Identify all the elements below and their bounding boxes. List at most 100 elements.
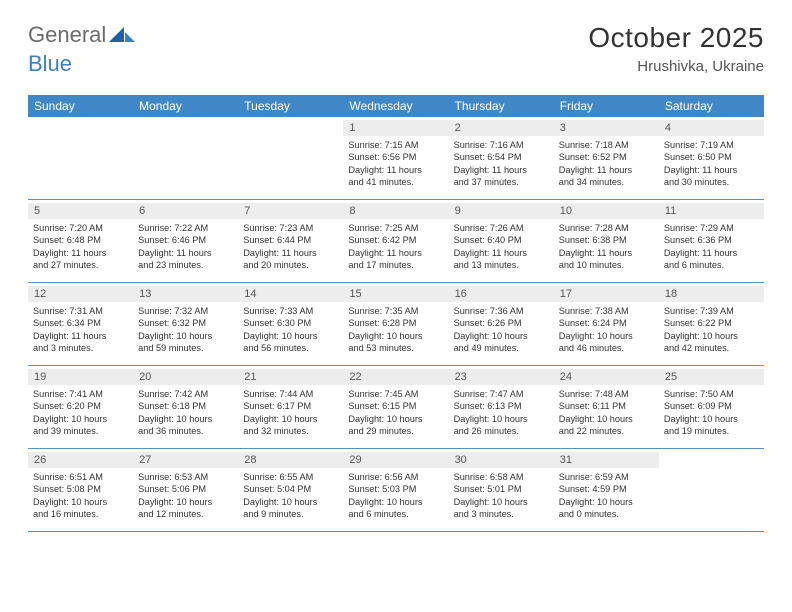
day-cell: 4Sunrise: 7:19 AMSunset: 6:50 PMDaylight… xyxy=(659,117,764,199)
day-number: 8 xyxy=(343,203,448,219)
daylight-line-2: and 10 minutes. xyxy=(559,259,654,271)
day-details: Sunrise: 7:41 AMSunset: 6:20 PMDaylight:… xyxy=(33,388,128,438)
daylight-line-2: and 17 minutes. xyxy=(348,259,443,271)
sunset-text: Sunset: 4:59 PM xyxy=(559,483,654,495)
day-details: Sunrise: 6:51 AMSunset: 5:08 PMDaylight:… xyxy=(33,471,128,521)
weekday-header: Saturday xyxy=(659,95,764,117)
day-cell: 30Sunrise: 6:58 AMSunset: 5:01 PMDayligh… xyxy=(449,449,554,531)
sunset-text: Sunset: 6:52 PM xyxy=(559,151,654,163)
daylight-line-2: and 13 minutes. xyxy=(454,259,549,271)
daylight-line-2: and 34 minutes. xyxy=(559,176,654,188)
sunrise-text: Sunrise: 6:56 AM xyxy=(348,471,443,483)
day-details: Sunrise: 6:53 AMSunset: 5:06 PMDaylight:… xyxy=(138,471,233,521)
sunset-text: Sunset: 6:17 PM xyxy=(243,400,338,412)
day-details: Sunrise: 7:22 AMSunset: 6:46 PMDaylight:… xyxy=(138,222,233,272)
daylight-line-2: and 27 minutes. xyxy=(33,259,128,271)
daylight-line-1: Daylight: 10 hours xyxy=(454,413,549,425)
daylight-line-1: Daylight: 10 hours xyxy=(559,413,654,425)
day-details: Sunrise: 7:50 AMSunset: 6:09 PMDaylight:… xyxy=(664,388,759,438)
day-details: Sunrise: 7:25 AMSunset: 6:42 PMDaylight:… xyxy=(348,222,443,272)
weekday-header: Sunday xyxy=(28,95,133,117)
day-cell: 15Sunrise: 7:35 AMSunset: 6:28 PMDayligh… xyxy=(343,283,448,365)
weekday-header: Monday xyxy=(133,95,238,117)
sunrise-text: Sunrise: 7:31 AM xyxy=(33,305,128,317)
day-number: 4 xyxy=(659,120,764,136)
sunrise-text: Sunrise: 7:36 AM xyxy=(454,305,549,317)
day-details: Sunrise: 7:33 AMSunset: 6:30 PMDaylight:… xyxy=(243,305,338,355)
sunset-text: Sunset: 5:08 PM xyxy=(33,483,128,495)
week-row: 1Sunrise: 7:15 AMSunset: 6:56 PMDaylight… xyxy=(28,117,764,200)
daylight-line-2: and 19 minutes. xyxy=(664,425,759,437)
daylight-line-1: Daylight: 11 hours xyxy=(348,164,443,176)
sunrise-text: Sunrise: 7:28 AM xyxy=(559,222,654,234)
daylight-line-1: Daylight: 10 hours xyxy=(243,496,338,508)
sunset-text: Sunset: 6:30 PM xyxy=(243,317,338,329)
sunset-text: Sunset: 5:03 PM xyxy=(348,483,443,495)
sunset-text: Sunset: 6:44 PM xyxy=(243,234,338,246)
day-cell: 12Sunrise: 7:31 AMSunset: 6:34 PMDayligh… xyxy=(28,283,133,365)
sunrise-text: Sunrise: 7:35 AM xyxy=(348,305,443,317)
sunrise-text: Sunrise: 6:59 AM xyxy=(559,471,654,483)
sunrise-text: Sunrise: 7:32 AM xyxy=(138,305,233,317)
day-number: 18 xyxy=(659,286,764,302)
sail-icon xyxy=(109,26,135,44)
month-title: October 2025 xyxy=(588,22,764,54)
day-number: 20 xyxy=(133,369,238,385)
daylight-line-1: Daylight: 10 hours xyxy=(243,330,338,342)
day-number: 13 xyxy=(133,286,238,302)
weekday-header: Thursday xyxy=(449,95,554,117)
day-cell: 11Sunrise: 7:29 AMSunset: 6:36 PMDayligh… xyxy=(659,200,764,282)
calendar-grid: SundayMondayTuesdayWednesdayThursdayFrid… xyxy=(28,95,764,532)
daylight-line-1: Daylight: 11 hours xyxy=(33,330,128,342)
sunrise-text: Sunrise: 7:50 AM xyxy=(664,388,759,400)
sunset-text: Sunset: 5:06 PM xyxy=(138,483,233,495)
day-details: Sunrise: 7:26 AMSunset: 6:40 PMDaylight:… xyxy=(454,222,549,272)
day-number: 31 xyxy=(554,452,659,468)
daylight-line-1: Daylight: 10 hours xyxy=(33,413,128,425)
day-number: 19 xyxy=(28,369,133,385)
day-number: 28 xyxy=(238,452,343,468)
sunset-text: Sunset: 6:26 PM xyxy=(454,317,549,329)
sunset-text: Sunset: 6:36 PM xyxy=(664,234,759,246)
day-details: Sunrise: 7:16 AMSunset: 6:54 PMDaylight:… xyxy=(454,139,549,189)
sunrise-text: Sunrise: 7:18 AM xyxy=(559,139,654,151)
day-cell: 31Sunrise: 6:59 AMSunset: 4:59 PMDayligh… xyxy=(554,449,659,531)
daylight-line-2: and 39 minutes. xyxy=(33,425,128,437)
daylight-line-2: and 16 minutes. xyxy=(33,508,128,520)
sunrise-text: Sunrise: 7:25 AM xyxy=(348,222,443,234)
sunset-text: Sunset: 6:40 PM xyxy=(454,234,549,246)
weekday-header: Tuesday xyxy=(238,95,343,117)
daylight-line-2: and 41 minutes. xyxy=(348,176,443,188)
daylight-line-2: and 20 minutes. xyxy=(243,259,338,271)
day-cell: 18Sunrise: 7:39 AMSunset: 6:22 PMDayligh… xyxy=(659,283,764,365)
daylight-line-1: Daylight: 10 hours xyxy=(243,413,338,425)
sunset-text: Sunset: 6:42 PM xyxy=(348,234,443,246)
empty-cell xyxy=(133,117,238,199)
day-cell: 1Sunrise: 7:15 AMSunset: 6:56 PMDaylight… xyxy=(343,117,448,199)
sunset-text: Sunset: 6:54 PM xyxy=(454,151,549,163)
sunset-text: Sunset: 6:11 PM xyxy=(559,400,654,412)
daylight-line-2: and 42 minutes. xyxy=(664,342,759,354)
day-details: Sunrise: 7:31 AMSunset: 6:34 PMDaylight:… xyxy=(33,305,128,355)
day-number: 26 xyxy=(28,452,133,468)
calendar-page: General October 2025 Hrushivka, Ukraine … xyxy=(0,0,792,554)
day-number: 25 xyxy=(659,369,764,385)
day-number: 14 xyxy=(238,286,343,302)
sunrise-text: Sunrise: 6:55 AM xyxy=(243,471,338,483)
day-number: 29 xyxy=(343,452,448,468)
daylight-line-1: Daylight: 10 hours xyxy=(348,496,443,508)
daylight-line-1: Daylight: 10 hours xyxy=(138,496,233,508)
sunset-text: Sunset: 6:56 PM xyxy=(348,151,443,163)
day-details: Sunrise: 7:28 AMSunset: 6:38 PMDaylight:… xyxy=(559,222,654,272)
daylight-line-1: Daylight: 10 hours xyxy=(33,496,128,508)
sunset-text: Sunset: 6:50 PM xyxy=(664,151,759,163)
day-number: 21 xyxy=(238,369,343,385)
sunset-text: Sunset: 6:15 PM xyxy=(348,400,443,412)
sunset-text: Sunset: 6:48 PM xyxy=(33,234,128,246)
daylight-line-2: and 46 minutes. xyxy=(559,342,654,354)
title-block: October 2025 Hrushivka, Ukraine xyxy=(588,22,764,75)
day-details: Sunrise: 7:38 AMSunset: 6:24 PMDaylight:… xyxy=(559,305,654,355)
sunset-text: Sunset: 6:32 PM xyxy=(138,317,233,329)
daylight-line-1: Daylight: 11 hours xyxy=(454,164,549,176)
day-details: Sunrise: 7:18 AMSunset: 6:52 PMDaylight:… xyxy=(559,139,654,189)
